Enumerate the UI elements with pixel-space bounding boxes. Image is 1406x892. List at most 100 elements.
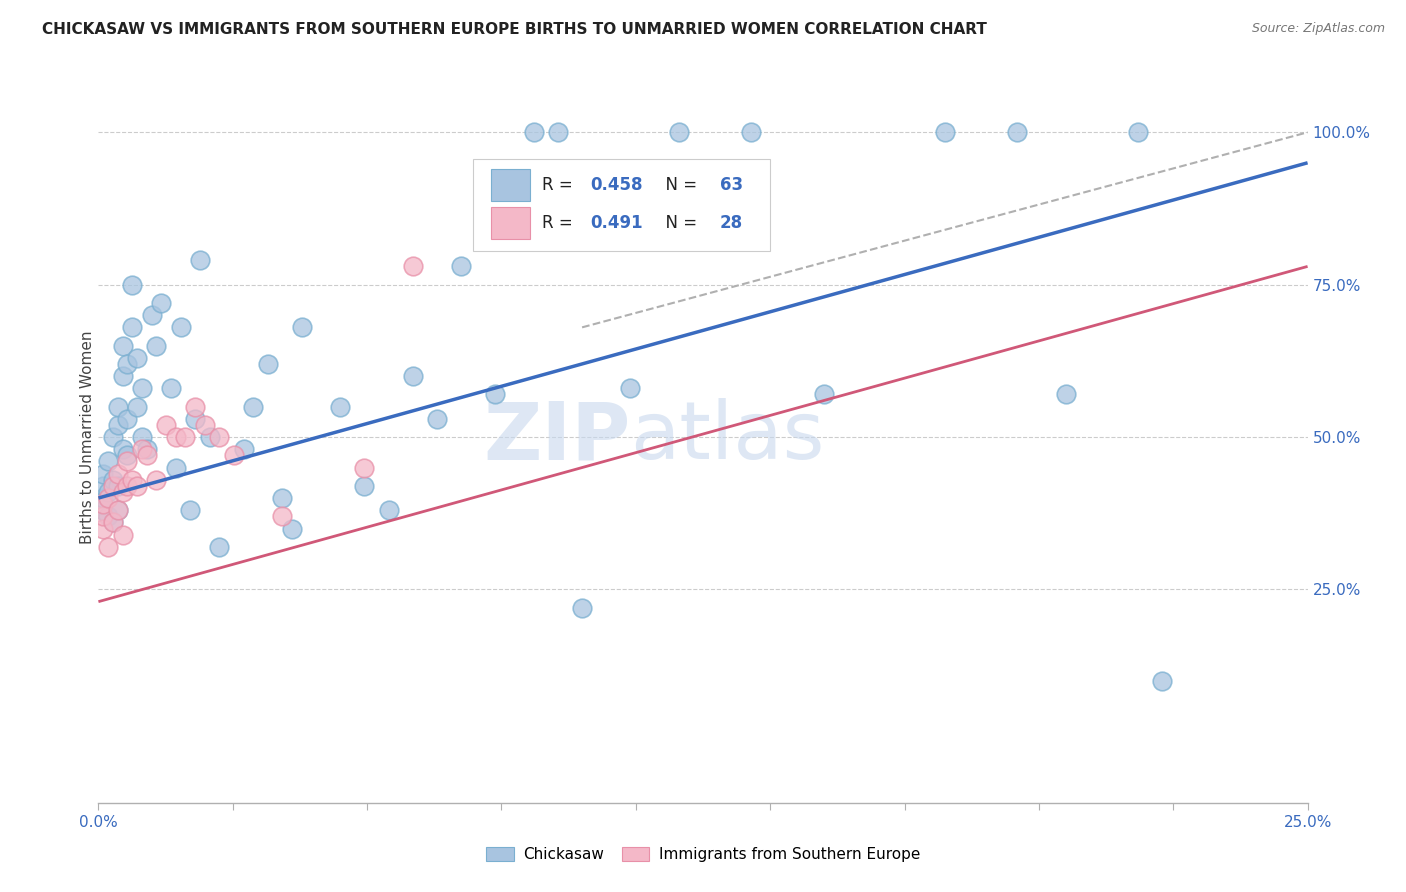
Point: [353, 479, 375, 493]
Point: [101, 430, 124, 444]
Text: 0.458: 0.458: [591, 176, 643, 194]
Point: [208, 430, 231, 444]
Point: [97, 540, 120, 554]
Text: R =: R =: [543, 176, 578, 194]
Point: [111, 527, 134, 541]
Point: [813, 387, 835, 401]
Point: [111, 369, 134, 384]
Point: [547, 125, 569, 139]
Point: [145, 473, 167, 487]
Point: [127, 479, 149, 493]
Point: [740, 125, 762, 139]
Text: ZIP: ZIP: [484, 398, 630, 476]
Point: [208, 540, 231, 554]
Point: [91, 509, 114, 524]
Point: [91, 491, 114, 505]
Point: [101, 479, 124, 493]
FancyBboxPatch shape: [492, 207, 530, 239]
Point: [934, 125, 956, 139]
Point: [107, 479, 129, 493]
Point: [97, 491, 120, 505]
Point: [91, 479, 114, 493]
Point: [91, 521, 114, 535]
Point: [194, 417, 217, 432]
Point: [256, 357, 278, 371]
Point: [117, 479, 139, 493]
Point: [484, 387, 506, 401]
Point: [184, 412, 207, 426]
Point: [97, 509, 120, 524]
Text: 63: 63: [720, 176, 742, 194]
Point: [145, 339, 167, 353]
Point: [450, 260, 472, 274]
Point: [271, 491, 294, 505]
Point: [101, 516, 124, 530]
Text: 0.491: 0.491: [591, 214, 643, 232]
Point: [121, 473, 143, 487]
Point: [121, 277, 143, 292]
Point: [402, 260, 425, 274]
Point: [91, 467, 114, 481]
Point: [179, 503, 201, 517]
Point: [281, 521, 304, 535]
Point: [121, 320, 143, 334]
Text: atlas: atlas: [630, 398, 825, 476]
Point: [107, 417, 129, 432]
Point: [135, 442, 157, 457]
Point: [91, 503, 114, 517]
Point: [174, 430, 197, 444]
Legend: Chickasaw, Immigrants from Southern Europe: Chickasaw, Immigrants from Southern Euro…: [479, 841, 927, 868]
Point: [150, 296, 173, 310]
Point: [141, 308, 163, 322]
Point: [97, 454, 120, 468]
Point: [169, 320, 191, 334]
Point: [107, 503, 129, 517]
Point: [1054, 387, 1077, 401]
Point: [117, 357, 139, 371]
Point: [111, 339, 134, 353]
Point: [97, 485, 120, 500]
Point: [101, 473, 124, 487]
Point: [619, 381, 641, 395]
Point: [1152, 673, 1174, 688]
Point: [1007, 125, 1029, 139]
Point: [117, 454, 139, 468]
Point: [188, 253, 211, 268]
Y-axis label: Births to Unmarried Women: Births to Unmarried Women: [80, 330, 94, 544]
Text: 28: 28: [720, 214, 742, 232]
Point: [127, 351, 149, 365]
Point: [1128, 125, 1150, 139]
Point: [127, 400, 149, 414]
Point: [353, 460, 375, 475]
Text: N =: N =: [655, 176, 702, 194]
Point: [523, 125, 546, 139]
Point: [426, 412, 449, 426]
Point: [232, 442, 254, 457]
Point: [377, 503, 399, 517]
Point: [107, 503, 129, 517]
Point: [111, 442, 134, 457]
Point: [571, 600, 593, 615]
Point: [184, 400, 207, 414]
Point: [117, 449, 139, 463]
Point: [242, 400, 264, 414]
Point: [155, 417, 177, 432]
Point: [198, 430, 221, 444]
FancyBboxPatch shape: [492, 169, 530, 201]
Text: Source: ZipAtlas.com: Source: ZipAtlas.com: [1251, 22, 1385, 36]
Point: [290, 320, 312, 334]
Point: [165, 460, 187, 475]
Point: [117, 412, 139, 426]
Point: [107, 467, 129, 481]
Point: [222, 449, 245, 463]
Point: [135, 449, 157, 463]
Point: [160, 381, 183, 395]
Text: CHICKASAW VS IMMIGRANTS FROM SOUTHERN EUROPE BIRTHS TO UNMARRIED WOMEN CORRELATI: CHICKASAW VS IMMIGRANTS FROM SOUTHERN EU…: [42, 22, 987, 37]
Point: [271, 509, 294, 524]
Point: [91, 497, 114, 511]
Text: N =: N =: [655, 214, 702, 232]
Point: [107, 400, 129, 414]
Point: [131, 442, 153, 457]
FancyBboxPatch shape: [474, 159, 769, 251]
Point: [668, 125, 690, 139]
